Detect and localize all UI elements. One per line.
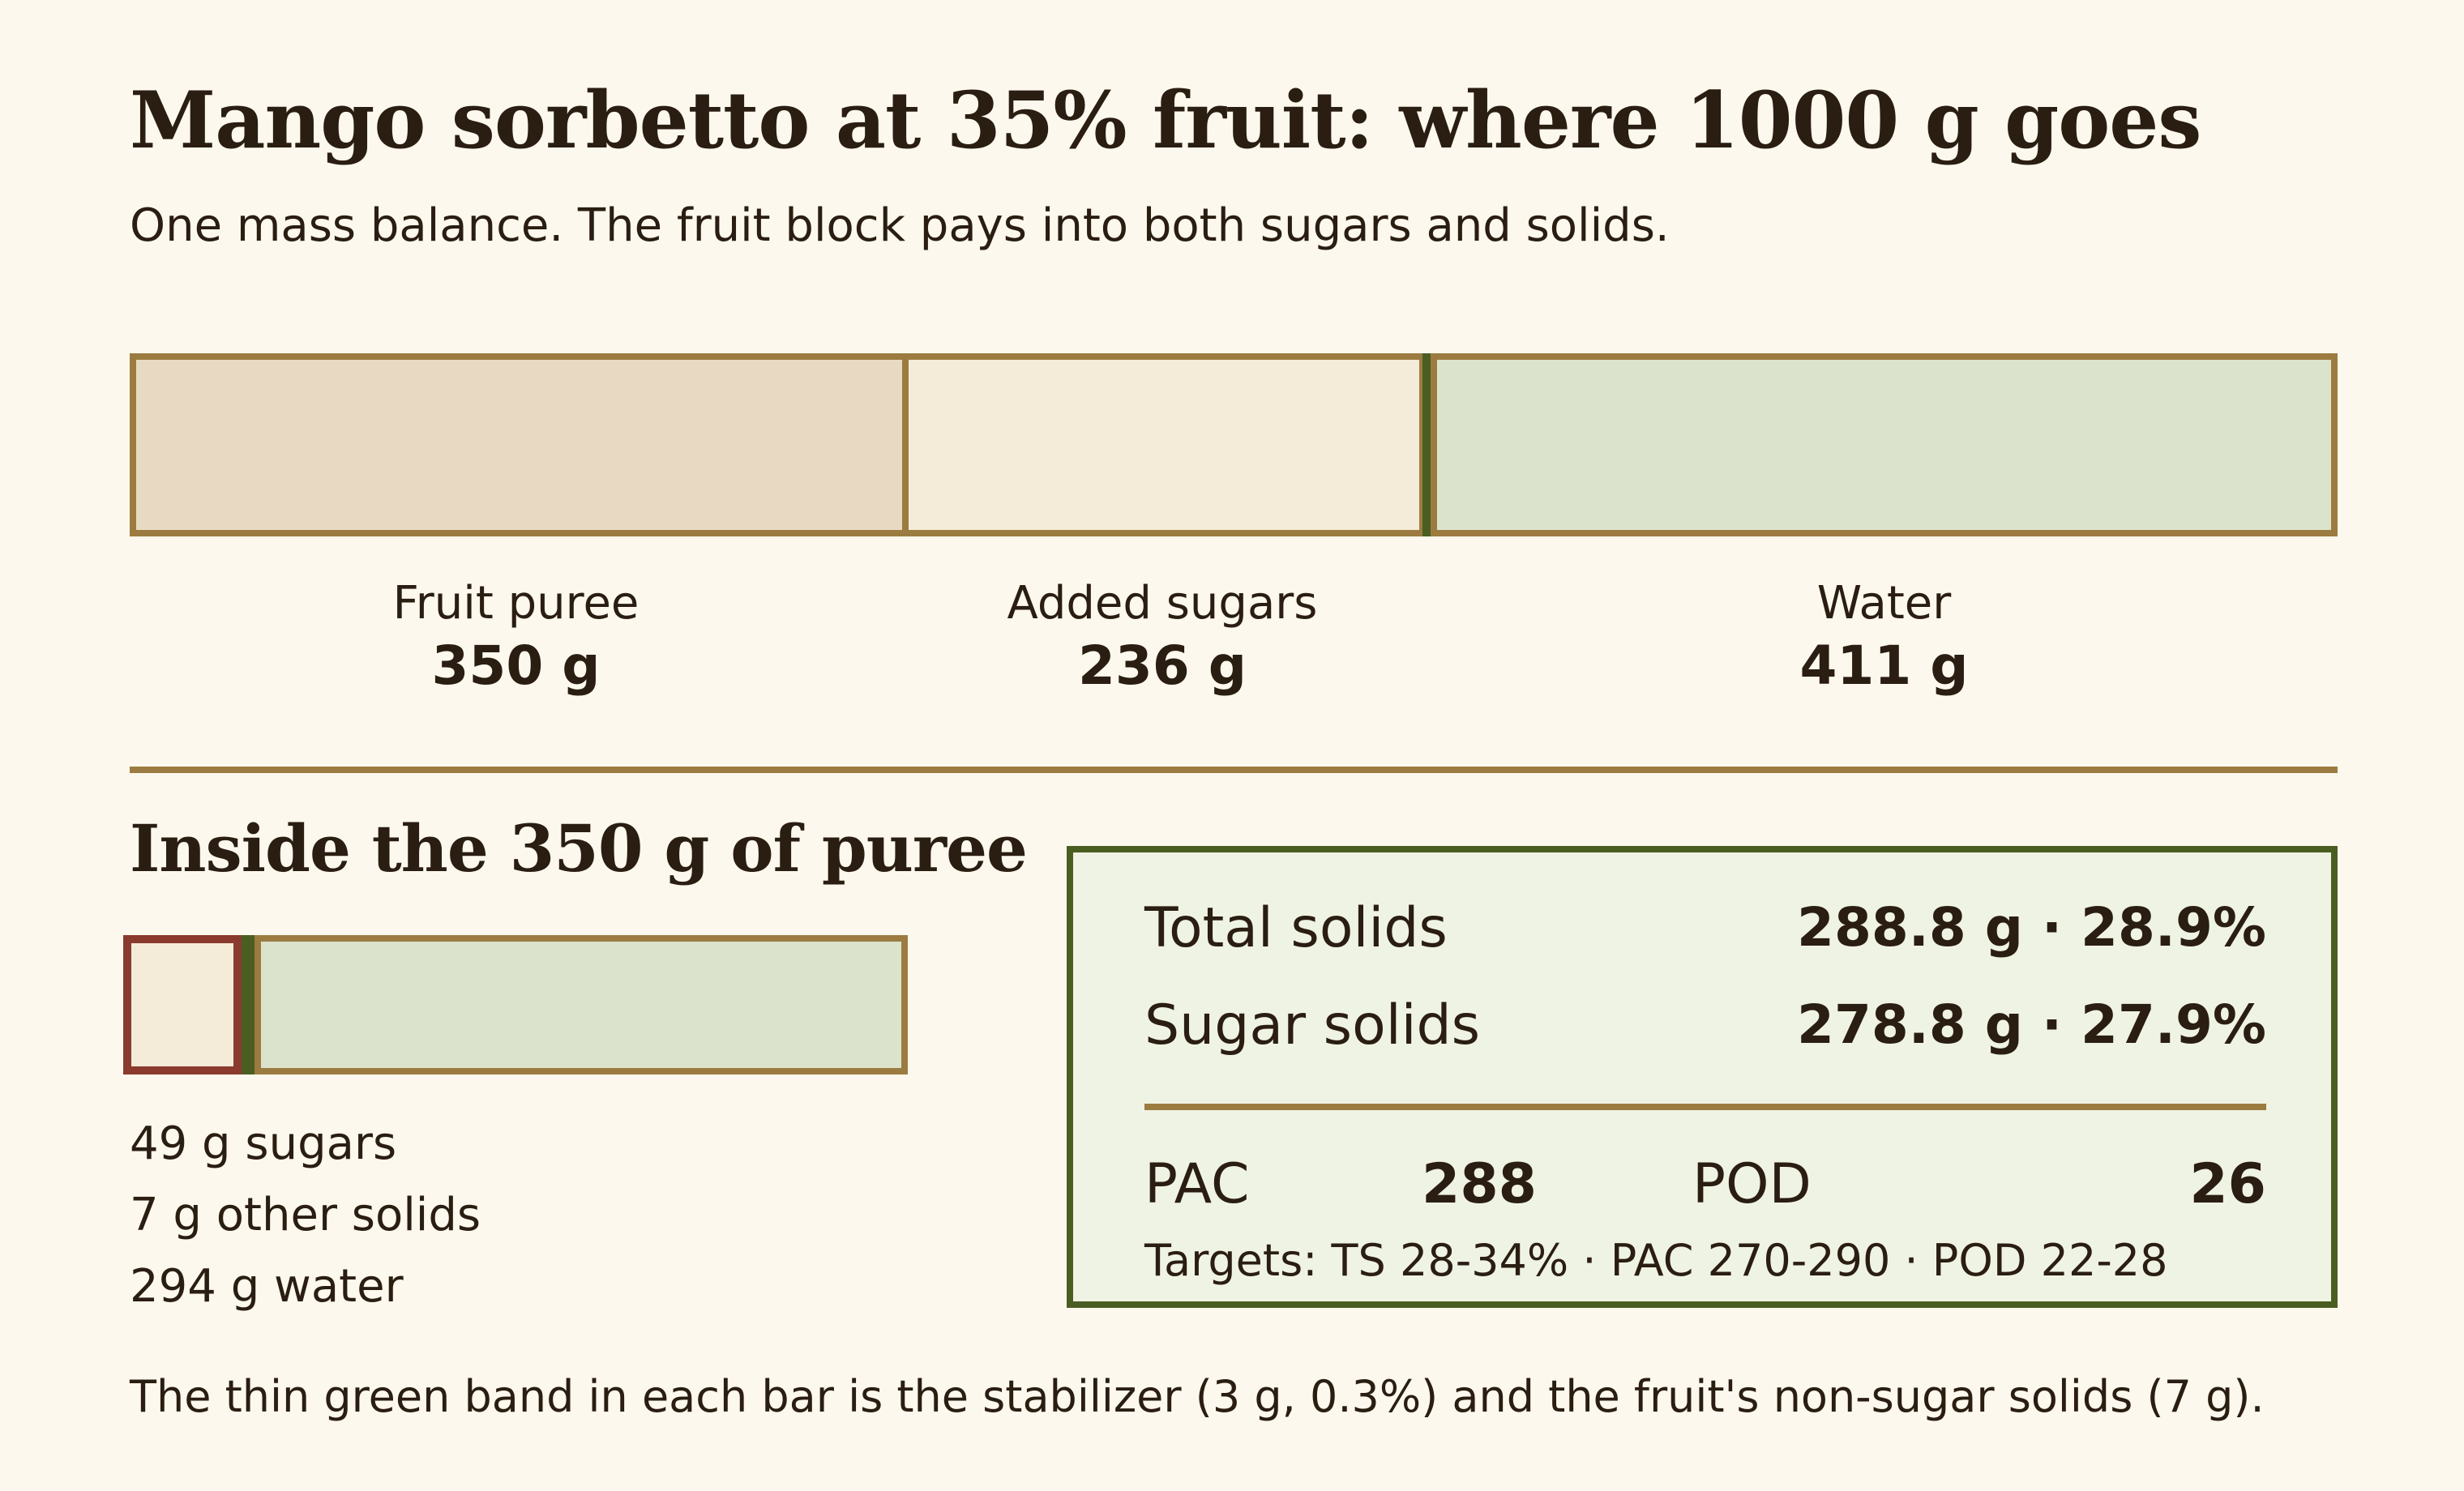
puree-composition-list: 49 g sugars 7 g other solids 294 g water xyxy=(130,1109,481,1322)
bar-label-fruit-puree: Fruit puree 350 g xyxy=(192,577,841,697)
bar-label-value: 411 g xyxy=(1799,634,1969,697)
bar-label-name: Added sugars xyxy=(1007,577,1318,630)
total-solids-value: 288.8 g · 28.9% xyxy=(1797,896,2266,959)
bar-label-value: 236 g xyxy=(1078,634,1247,697)
total-solids-label: Total solids xyxy=(1144,896,1448,960)
stats-divider xyxy=(1144,1104,2266,1110)
puree-segment-sugars xyxy=(123,935,242,1074)
pod-label: POD xyxy=(1692,1152,1812,1216)
footnote: The thin green band in each bar is the s… xyxy=(130,1371,2265,1422)
puree-band-other-solids xyxy=(242,935,255,1074)
sugar-solids-label: Sugar solids xyxy=(1144,993,1481,1057)
bar-label-added-sugars: Added sugars 236 g xyxy=(838,577,1487,697)
bar-label-name: Fruit puree xyxy=(392,577,640,630)
sugar-solids-value: 278.8 g · 27.9% xyxy=(1797,993,2266,1056)
puree-item-sugars: 49 g sugars xyxy=(130,1117,397,1170)
pac-label: PAC xyxy=(1144,1152,1250,1216)
targets-text: Targets: TS 28-34% · PAC 270-290 · POD 2… xyxy=(1144,1235,2168,1286)
solids-summary-panel: Total solids 288.8 g · 28.9% Sugar solid… xyxy=(1067,846,2338,1308)
puree-item-other-solids: 7 g other solids xyxy=(130,1189,481,1241)
puree-item-water: 294 g water xyxy=(130,1260,404,1313)
chart-title: Mango sorbetto at 35% fruit: where 1000 … xyxy=(130,75,2201,166)
total-solids-row: Total solids 288.8 g · 28.9% xyxy=(1144,896,2266,960)
bar-segment-added-sugars xyxy=(902,353,1426,536)
puree-segment-water xyxy=(255,935,908,1074)
bar-label-water: Water 411 g xyxy=(1560,577,2209,697)
puree-heading: Inside the 350 g of puree xyxy=(130,810,1028,886)
bar-label-value: 350 g xyxy=(431,634,601,697)
bar-band-stabilizer xyxy=(1422,353,1431,536)
puree-composition-bar xyxy=(123,935,908,1074)
pac-value: 288 xyxy=(1422,1152,1537,1216)
bar-label-name: Water xyxy=(1816,577,1952,630)
bar-segment-water xyxy=(1431,353,2338,536)
mass-balance-bar xyxy=(130,353,2338,536)
pod-value: 26 xyxy=(2189,1152,2266,1216)
bar-segment-fruit-puree xyxy=(130,353,909,536)
section-divider xyxy=(130,767,2338,773)
chart-subtitle: One mass balance. The fruit block pays i… xyxy=(130,199,1670,252)
sugar-solids-row: Sugar solids 278.8 g · 27.9% xyxy=(1144,993,2266,1057)
